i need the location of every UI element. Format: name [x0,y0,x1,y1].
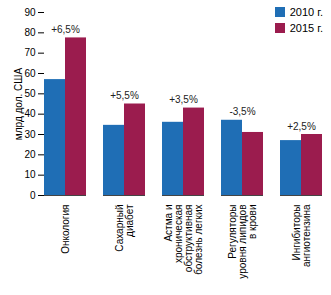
svg-text:-3,5%: -3,5% [229,106,255,117]
svg-text:Астма ихроническаяобструктивна: Астма ихроническаяобструктивнаяболезнь л… [163,205,204,275]
svg-text:млрд дол. США: млрд дол. США [13,68,24,141]
svg-text:80: 80 [24,27,36,38]
svg-text:10: 10 [24,169,36,180]
svg-text:+2,5%: +2,5% [287,121,316,132]
svg-text:Онкология: Онкология [60,205,71,254]
svg-text:+5,5%: +5,5% [110,90,139,101]
html-text:2015 г.: 2015 г. [289,22,323,34]
svg-text:30: 30 [24,129,36,140]
svg-text:90: 90 [24,7,36,18]
html-text:2010 г.: 2010 г. [289,6,323,18]
svg-text:Ингибиторыангиотензина: Ингибиторыангиотензина [291,204,312,267]
svg-text:Регуляторыуровня липидовв кров: Регуляторыуровня липидовв крови [227,205,258,279]
svg-text:70: 70 [24,47,36,58]
svg-text:50: 50 [24,88,36,99]
svg-text:+6,5%: +6,5% [51,24,80,35]
svg-text:Сахарныйдиабет: Сахарныйдиабет [114,204,135,252]
svg-text:+3,5%: +3,5% [169,94,198,105]
svg-text:60: 60 [24,68,36,79]
svg-text:0: 0 [30,190,36,201]
svg-text:20: 20 [24,149,36,160]
svg-text:40: 40 [24,108,36,119]
